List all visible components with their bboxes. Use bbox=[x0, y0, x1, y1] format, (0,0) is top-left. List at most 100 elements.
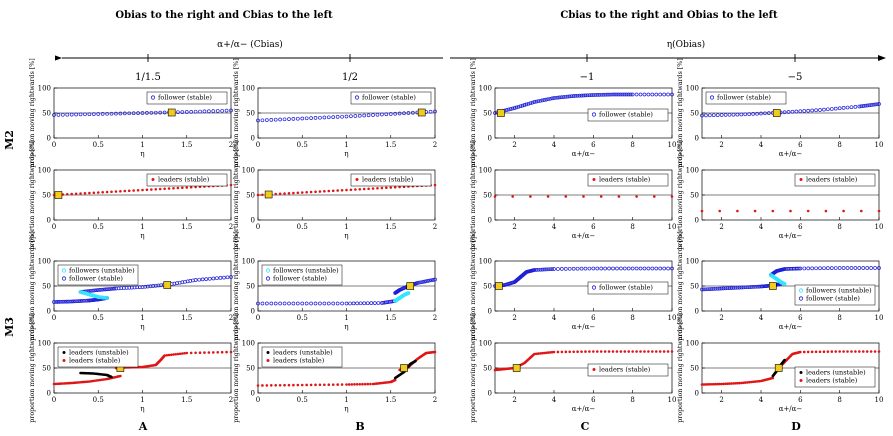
x-axis-label: η bbox=[140, 150, 144, 158]
data-point bbox=[826, 107, 830, 112]
data-point bbox=[577, 93, 582, 98]
data-point bbox=[101, 287, 106, 292]
data-point bbox=[358, 301, 363, 306]
data-point bbox=[591, 93, 596, 97]
data-point bbox=[829, 107, 834, 111]
x-axis-label: α+/α− bbox=[572, 405, 596, 413]
data-point bbox=[313, 301, 318, 306]
data-point bbox=[723, 286, 728, 291]
data-point bbox=[300, 383, 304, 387]
data-point bbox=[542, 98, 547, 102]
data-point bbox=[810, 108, 814, 113]
data-point bbox=[291, 117, 296, 121]
data-point bbox=[609, 92, 613, 97]
data-point bbox=[369, 301, 374, 305]
x-tick-label: 2 bbox=[512, 396, 516, 404]
data-point bbox=[212, 351, 215, 354]
legend-symbol bbox=[62, 359, 66, 362]
y-tick-label: 0 bbox=[695, 217, 699, 225]
data-point bbox=[172, 186, 175, 190]
y-axis-label: proportion moving rightwards [%] bbox=[470, 58, 477, 167]
data-point bbox=[536, 267, 541, 272]
data-point bbox=[822, 350, 826, 354]
data-point bbox=[830, 350, 834, 353]
data-point bbox=[528, 101, 533, 106]
data-point bbox=[837, 106, 842, 111]
data-point bbox=[74, 112, 78, 117]
data-point bbox=[100, 112, 105, 116]
data-point bbox=[739, 112, 744, 117]
data-point bbox=[530, 100, 535, 105]
legend-entry: leaders (stable) bbox=[362, 176, 414, 184]
data-point bbox=[358, 187, 362, 191]
arrow-label-left: α+/α− (Cbias) bbox=[217, 39, 283, 50]
panel-c3: 0 50 100 2 4 6 8 10 α+/α− proportion moving right… bbox=[470, 231, 676, 340]
data-point bbox=[552, 96, 556, 100]
data-point bbox=[546, 351, 550, 354]
data-point bbox=[829, 266, 834, 270]
legend: leaders (unstable)leaders (stable) bbox=[57, 346, 139, 368]
data-point bbox=[749, 285, 754, 289]
data-point bbox=[782, 282, 787, 286]
y-tick-label: 0 bbox=[251, 308, 255, 316]
data-point bbox=[216, 351, 220, 354]
x-tick-label: 10 bbox=[668, 141, 677, 149]
data-point bbox=[540, 351, 544, 355]
x-tick-label: 2 bbox=[229, 396, 233, 404]
arrow-right bbox=[450, 54, 886, 62]
data-point bbox=[427, 278, 432, 283]
data-point bbox=[535, 352, 538, 356]
x-tick-label: 0.5 bbox=[297, 141, 308, 149]
panel-c1: 0 50 100 2 4 6 8 10 α+/α− proportion moving right… bbox=[470, 58, 676, 167]
data-point bbox=[617, 195, 621, 198]
legend-entry: leaders (stable) bbox=[273, 357, 325, 365]
data-point bbox=[287, 191, 291, 195]
data-point bbox=[105, 296, 109, 300]
data-point bbox=[702, 383, 706, 386]
y-tick-label: 0 bbox=[488, 308, 492, 316]
data-point bbox=[561, 95, 566, 99]
x-tick-label: 6 bbox=[798, 223, 803, 231]
data-point bbox=[422, 279, 427, 284]
data-point bbox=[662, 92, 666, 97]
data-point bbox=[163, 354, 166, 357]
data-point bbox=[850, 350, 853, 353]
data-point bbox=[305, 190, 308, 194]
y-axis-label: proportion moving rightwards [%] bbox=[677, 231, 684, 340]
data-point bbox=[518, 104, 523, 109]
data-point bbox=[493, 111, 497, 115]
data-point bbox=[646, 92, 651, 97]
data-point bbox=[575, 93, 580, 98]
data-point bbox=[755, 380, 759, 383]
x-tick-label: 0 bbox=[52, 396, 56, 404]
data-point bbox=[716, 382, 720, 386]
data-point bbox=[627, 350, 631, 353]
data-point bbox=[533, 352, 536, 356]
equilibrium-marker bbox=[772, 109, 781, 117]
y-tick-label: 0 bbox=[488, 217, 492, 225]
equilibrium-marker bbox=[495, 282, 503, 290]
x-tick-label: 2 bbox=[512, 141, 516, 149]
data-point bbox=[347, 383, 351, 386]
data-point bbox=[55, 300, 60, 304]
x-axis-label: α+/α− bbox=[779, 405, 803, 413]
x-tick-label: 0.5 bbox=[297, 314, 308, 322]
data-point bbox=[603, 266, 607, 271]
data-point bbox=[433, 277, 437, 282]
data-point bbox=[841, 106, 846, 110]
data-point bbox=[700, 209, 704, 213]
data-point bbox=[529, 195, 532, 198]
data-point bbox=[544, 267, 548, 272]
data-point bbox=[751, 380, 755, 384]
x-tick-label: 2 bbox=[719, 314, 723, 322]
data-point bbox=[571, 94, 576, 98]
data-point bbox=[794, 109, 799, 114]
data-point bbox=[635, 350, 638, 353]
data-point bbox=[256, 193, 260, 197]
data-point bbox=[730, 382, 733, 385]
legend-symbol bbox=[150, 95, 156, 100]
data-point bbox=[256, 118, 260, 123]
data-point bbox=[194, 351, 197, 355]
data-point bbox=[145, 111, 149, 115]
data-point bbox=[734, 382, 737, 385]
